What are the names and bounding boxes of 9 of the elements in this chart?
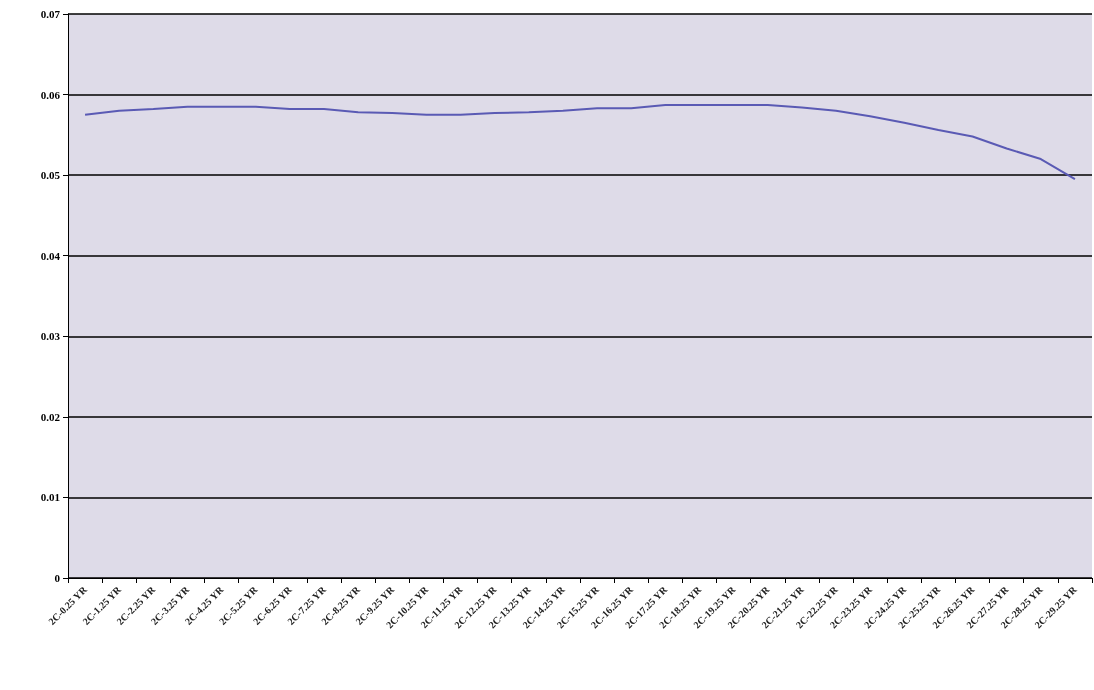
- y-tick-label: 0.04: [40, 249, 61, 262]
- y-tick-label: 0.07: [40, 8, 61, 20]
- y-tick-label: 0.06: [40, 88, 61, 101]
- y-tick-label: 0.03: [40, 330, 61, 343]
- y-tick-label: 0.01: [40, 491, 60, 504]
- y-tick-label: 0.02: [40, 410, 61, 423]
- y-tick-label: 0: [54, 572, 61, 584]
- line-series: [84, 104, 1076, 181]
- y-tick-label: 0.05: [40, 169, 61, 182]
